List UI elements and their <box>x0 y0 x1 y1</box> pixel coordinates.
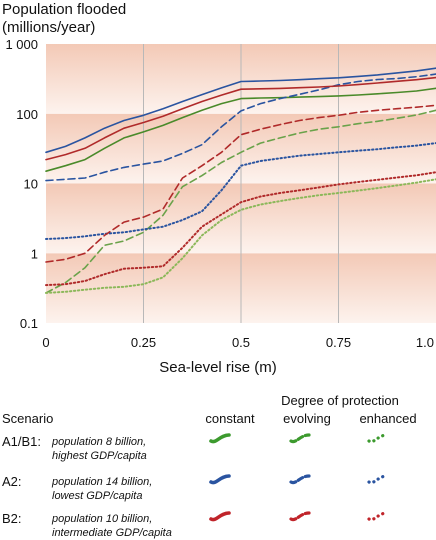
y-tick-label: 1 <box>31 246 38 261</box>
series-line-a2-enhanced <box>45 142 436 240</box>
series-line-b2-constant <box>45 76 436 161</box>
x-tick-label: 1.0 <box>416 335 434 350</box>
chart-title-line-2: (millions/year) <box>2 19 96 36</box>
y-tick-label: 0.1 <box>20 316 38 331</box>
legend-row-b2-desc: population 10 billion, intermediate GDP/… <box>52 512 172 540</box>
legend-swatch-enhanced <box>367 511 389 522</box>
legend-swatch-enhanced <box>367 433 389 444</box>
legend-scenario-header: Scenario <box>2 411 54 426</box>
legend-swatch-constant <box>209 511 231 522</box>
series-line-b2-enhanced <box>45 171 436 287</box>
legend-swatch-evolving <box>289 474 311 485</box>
x-tick-label: 0.75 <box>326 335 351 350</box>
chart-title-line-1: Population flooded <box>2 1 127 18</box>
series-line-b2-evolving <box>45 104 436 263</box>
series-line-a2-evolving <box>45 73 436 182</box>
x-tick-label: 0 <box>42 335 49 350</box>
y-tick-label: 10 <box>24 177 38 192</box>
legend-title: Degree of protection <box>281 393 399 408</box>
legend-row-a1b1-desc: population 8 billion, highest GDP/capita <box>52 435 147 463</box>
legend-row-b2-name: B2: <box>2 511 22 526</box>
legend-swatch-constant <box>209 474 231 485</box>
legend-row-b2-desc-line2: intermediate GDP/capita <box>52 527 172 539</box>
x-axis-label: Sea-level rise (m) <box>159 359 277 376</box>
legend-swatch-constant <box>209 433 231 444</box>
legend-col-constant: constant <box>205 411 255 426</box>
x-tick-label: 0.25 <box>131 335 156 350</box>
legend-swatch-enhanced <box>367 474 389 485</box>
legend-row-b2-desc-line1: population 10 billion, <box>52 513 153 525</box>
legend-col-evolving: evolving <box>283 411 331 426</box>
legend-row-a2-desc: population 14 billion, lowest GDP/capita <box>52 475 152 503</box>
y-tick-label: 1 000 <box>5 37 38 52</box>
chart-plot: 0.1 1 10 100 1 000 0 0.25 0.5 0.75 1.0 <box>5 37 436 350</box>
legend-swatch-evolving <box>289 433 311 444</box>
legend-row-a1b1-name: A1/B1: <box>2 434 42 449</box>
series-line-a1-b1-constant <box>45 87 436 172</box>
y-tick-label: 100 <box>16 107 38 122</box>
series-line-a1-b1-evolving <box>45 109 436 294</box>
legend-swatch-evolving <box>289 511 311 522</box>
legend-row-a2-desc-line2: lowest GDP/capita <box>52 490 143 502</box>
legend-row-a2-name: A2: <box>2 474 22 489</box>
series-line-a2-constant <box>45 67 436 154</box>
legend-row-a2-desc-line1: population 14 billion, <box>52 476 153 488</box>
x-tick-label: 0.5 <box>232 335 250 350</box>
series-line-a1-b1-enhanced <box>45 178 436 294</box>
legend-col-enhanced: enhanced <box>359 411 417 426</box>
legend-row-a1b1-desc-line1: population 8 billion, <box>52 436 147 448</box>
legend-row-a1b1-desc-line2: highest GDP/capita <box>52 450 147 462</box>
